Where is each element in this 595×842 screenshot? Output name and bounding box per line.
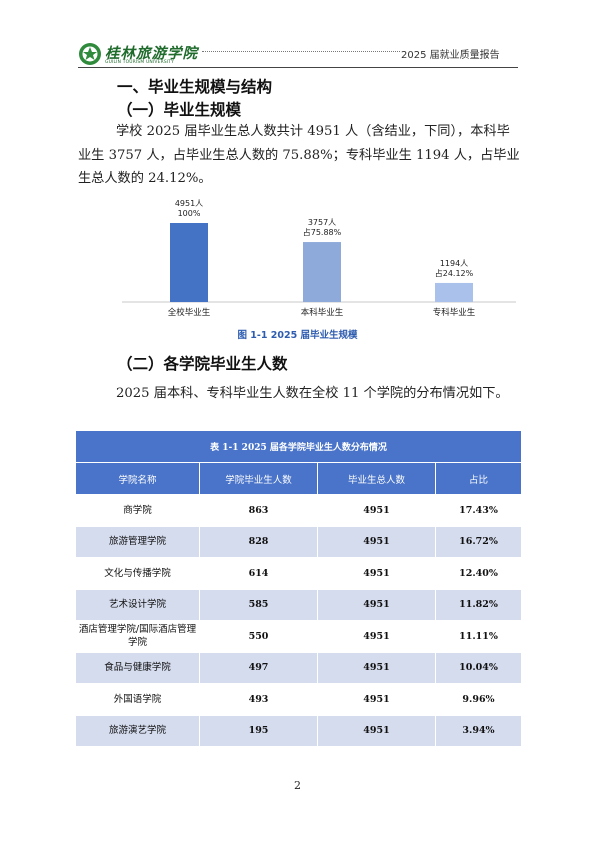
- table-row: 食品与健康学院 497 4951 10.04%: [75, 651, 523, 684]
- share-cell: 10.04%: [434, 651, 523, 684]
- column-header: 占比: [434, 462, 523, 495]
- data-label: 1194人: [440, 259, 468, 268]
- college-name-cell: 旅游管理学院: [75, 525, 200, 558]
- bar-1: [303, 242, 341, 302]
- total-graduates-cell: 4951: [317, 714, 436, 747]
- logo-chinese-name: 桂林旅游学院: [105, 45, 198, 62]
- category-label: 专科毕业生: [433, 307, 476, 318]
- chart-caption: 图 1-1 2025 届毕业生规模: [237, 330, 358, 341]
- college-name-cell: 食品与健康学院: [75, 651, 200, 684]
- college-name-cell: 旅游演艺学院: [75, 714, 200, 747]
- header-dot-leader: [202, 51, 400, 52]
- total-graduates-cell: 4951: [317, 651, 436, 684]
- data-label: 3757人: [308, 218, 336, 227]
- college-graduates-cell: 497: [199, 651, 318, 684]
- college-name-cell: 文化与传播学院: [75, 557, 200, 590]
- header-report-title: 2025 届就业质量报告: [401, 50, 500, 61]
- college-name-cell: 艺术设计学院: [75, 588, 200, 621]
- bar-2: [435, 282, 473, 302]
- total-graduates-cell: 4951: [317, 525, 436, 558]
- college-name-cell: 酒店管理学院/国际酒店管理学院: [75, 620, 200, 653]
- college-graduates-cell: 195: [199, 714, 318, 747]
- university-logo: 桂林旅游学院 GUILIN TOURISM UNIVERSITY: [78, 42, 200, 68]
- college-graduates-cell: 493: [199, 683, 318, 716]
- table-caption: 表 1-1 2025 届各学院毕业生人数分布情况: [74, 430, 523, 463]
- body-paragraph-scale: 学校 2025 届毕业生总人数共计 4951 人（含结业，下同），本科毕业生 3…: [78, 124, 520, 186]
- data-label: 4951人: [175, 199, 203, 208]
- table-row: 酒店管理学院/国际酒店管理学院 550 4951 11.11%: [75, 620, 523, 653]
- table-row: 文化与传播学院 614 4951 12.40%: [75, 557, 523, 590]
- college-name-cell: 外国语学院: [75, 683, 200, 716]
- share-cell: 12.40%: [434, 557, 523, 590]
- category-label: 本科毕业生: [301, 307, 344, 318]
- share-cell: 11.11%: [434, 620, 523, 653]
- college-graduates-table: 表 1-1 2025 届各学院毕业生人数分布情况 学院名称 学院毕业生人数 毕业…: [74, 430, 523, 747]
- total-graduates-cell: 4951: [317, 557, 436, 590]
- college-graduates-cell: 828: [199, 525, 318, 558]
- table-row: 旅游演艺学院 195 4951 3.94%: [75, 714, 523, 747]
- header-divider: [78, 67, 518, 68]
- share-cell: 17.43%: [434, 494, 523, 527]
- column-header: 学院毕业生人数: [199, 462, 318, 495]
- column-header: 毕业生总人数: [317, 462, 436, 495]
- share-cell: 9.96%: [434, 683, 523, 716]
- share-cell: 16.72%: [434, 525, 523, 558]
- category-label: 全校毕业生: [168, 307, 211, 318]
- table-row: 旅游管理学院 828 4951 16.72%: [75, 525, 523, 558]
- section-heading: 一、毕业生规模与结构: [117, 78, 273, 96]
- college-name-cell: 商学院: [75, 494, 200, 527]
- table-row: 外国语学院 493 4951 9.96%: [75, 683, 523, 716]
- subsection-heading-scale: （一）毕业生规模: [117, 101, 242, 119]
- total-graduates-cell: 4951: [317, 494, 436, 527]
- table-row: 艺术设计学院 585 4951 11.82%: [75, 588, 523, 621]
- data-label: 100%: [178, 209, 201, 218]
- total-graduates-cell: 4951: [317, 683, 436, 716]
- bar-0: [170, 223, 208, 302]
- college-graduates-cell: 550: [199, 620, 318, 653]
- college-graduates-cell: 863: [199, 494, 318, 527]
- body-paragraph-colleges: 2025 届本科、专科毕业生人数在全校 11 个学院的分布情况如下。: [116, 386, 509, 401]
- share-cell: 11.82%: [434, 588, 523, 621]
- subsection-heading-colleges: （二）各学院毕业生人数: [117, 355, 288, 373]
- share-cell: 3.94%: [434, 714, 523, 747]
- total-graduates-cell: 4951: [317, 620, 436, 653]
- college-graduates-cell: 614: [199, 557, 318, 590]
- data-label: 占24.12%: [435, 268, 474, 278]
- column-header: 学院名称: [75, 462, 200, 495]
- college-graduates-cell: 585: [199, 588, 318, 621]
- table-row: 商学院 863 4951 17.43%: [75, 494, 523, 527]
- data-label: 占75.88%: [303, 227, 342, 237]
- page-number: 2: [294, 779, 301, 792]
- logo-english-name: GUILIN TOURISM UNIVERSITY: [105, 60, 175, 65]
- university-emblem-icon: [79, 43, 101, 65]
- total-graduates-cell: 4951: [317, 588, 436, 621]
